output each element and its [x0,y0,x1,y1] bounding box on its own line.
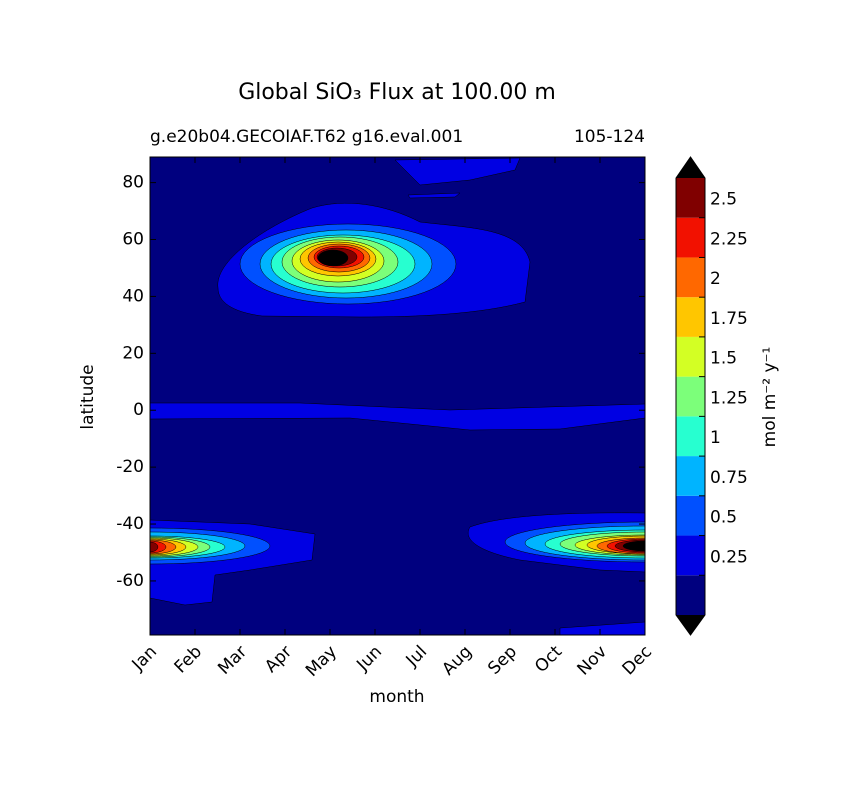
colorbar-tick-label: 1 [710,428,721,448]
contour-region [150,541,159,553]
x-tick-label: Jan [128,642,161,675]
colorbar-band [676,257,705,298]
colorbar-band [676,535,705,576]
x-tick-label: Jul [402,642,431,671]
y-tick-label: 0 [133,400,144,420]
y-tick-label: 60 [122,230,144,250]
y-axis-label: latitude [78,364,98,429]
y-tick-label: -60 [116,571,144,591]
colorbar-tick-label: 1.25 [710,388,748,408]
colorbar-tick-label: 1.75 [710,309,748,329]
colorbar-tick-label: 0.75 [710,468,748,488]
colorbar-band [676,416,705,457]
y-tick-label: -40 [116,514,144,534]
colorbar-extend-bottom [676,615,705,635]
y-tick-label: -20 [116,457,144,477]
y-tick-label: 20 [122,343,144,363]
contour-region [394,157,521,186]
colorbar-band [676,178,705,218]
colorbar-tick-label: 0.5 [710,508,737,528]
x-tick-label: Oct [531,642,566,677]
x-tick-label: Sep [484,642,521,679]
x-tick-label: Dec [619,642,656,679]
x-tick-label: Aug [438,642,476,680]
colorbar-frame [675,156,706,636]
colorbar-tick-label: 2 [710,269,721,289]
colorbar-tick-label: 2.5 [710,190,737,210]
x-tick-label: Nov [573,642,611,680]
colorbar-band [676,456,705,496]
contour-region [317,249,349,267]
x-tick-label: Mar [214,642,251,679]
colorbar-tick-label: 2.25 [710,229,748,249]
colorbar-label: mol m⁻² y⁻¹ [760,347,780,448]
colorbar-band [676,217,705,258]
x-tick-label: May [302,642,341,681]
x-tick-label: Apr [261,642,296,677]
x-tick-label: Feb [171,642,206,677]
y-tick-label: 40 [122,286,144,306]
colorbar-band [676,376,705,417]
x-axis-label: month [369,687,424,707]
colorbar-band [676,575,705,615]
colorbar-band [676,495,705,536]
contour-region [150,402,645,431]
contour-region [622,540,645,552]
colorbar-tick-label: 1.5 [710,349,737,369]
plot-frame [149,156,646,636]
y-tick-label: 80 [122,173,144,193]
contour-region [559,621,645,635]
chart-title: Global SiO₃ Flux at 100.00 m [238,80,556,105]
contour-field [150,157,645,635]
colorbar-extend-top [676,157,705,178]
contour-region [407,192,461,199]
colorbar-band [676,336,705,377]
colorbar-tick-label: 0.25 [710,547,748,567]
colorbar-band [676,297,705,337]
x-tick-label: Jun [352,642,386,676]
subtitle-left: g.e20b04.GECOIAF.T62 g16.eval.001 [150,127,463,147]
subtitle-right: 105-124 [574,127,645,147]
